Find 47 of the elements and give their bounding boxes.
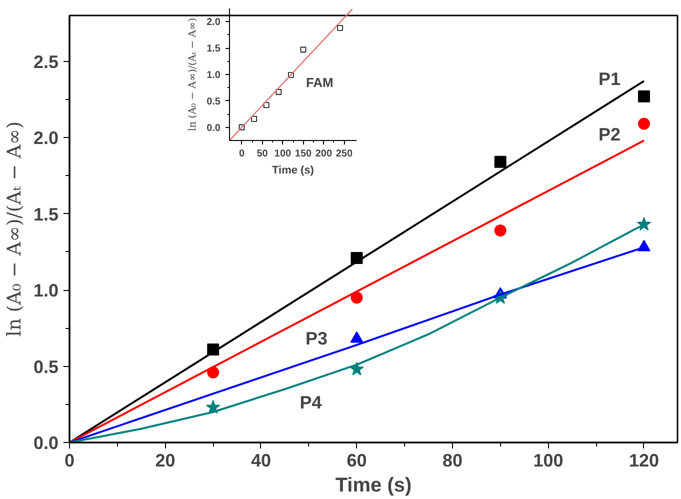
y-tick-label: 2.5: [33, 52, 59, 72]
point: [494, 224, 506, 237]
y-tick-label: 1.5: [33, 204, 59, 224]
y-tick-label: 0.0: [206, 122, 221, 134]
point: [637, 240, 650, 252]
point: [494, 156, 506, 168]
x-tick-label: 150: [294, 148, 312, 160]
y-tick-label: 0.0: [33, 433, 59, 453]
x-tick-label: 40: [250, 450, 272, 470]
y-tick-label: 0.5: [33, 356, 59, 377]
x-axis-title: Time (s): [335, 474, 412, 496]
x-tick-label: 250: [336, 148, 353, 160]
series-label: P2: [598, 124, 621, 145]
annotation: FAM: [306, 74, 334, 90]
point: [638, 90, 650, 102]
point: [350, 331, 364, 343]
point: [337, 25, 344, 31]
y-tick-label: 1.5: [206, 44, 221, 55]
y-tick-label: 1.0: [206, 70, 221, 81]
point: [350, 292, 363, 304]
y-axis-title: ln (A₀ − A∞)/(Aₜ − A∞): [3, 121, 26, 337]
x-tick-label: 60: [346, 450, 367, 470]
x-tick-label: 120: [628, 450, 660, 470]
y-tick-label: 1.0: [33, 280, 59, 300]
series-label: P1: [598, 68, 621, 89]
point: [238, 124, 245, 130]
series-label: P3: [306, 328, 328, 349]
x-tick-label: 100: [533, 450, 564, 470]
point: [288, 72, 294, 78]
y-tick-label: 0.5: [206, 96, 221, 108]
point: [276, 89, 282, 95]
y-tick-label: 2.0: [206, 17, 221, 28]
x-tick-label: 20: [155, 450, 176, 470]
x-tick-label: 0: [239, 148, 246, 160]
point: [251, 116, 257, 122]
x-tick-label: 50: [256, 148, 268, 160]
series-label: P4: [300, 392, 322, 412]
point: [300, 46, 306, 53]
x-tick-label: 0: [64, 450, 75, 470]
point: [638, 118, 650, 130]
x-tick-label: 100: [274, 148, 292, 160]
x-tick-label: 200: [315, 148, 333, 160]
point: [263, 102, 270, 108]
x-tick-label: 80: [442, 450, 463, 470]
x-axis-title: Time (s): [272, 164, 314, 176]
y-tick-label: 2.0: [33, 128, 59, 148]
y-axis-title: ln (A₀ − A∞)/(Aₜ − A∞): [188, 18, 199, 132]
